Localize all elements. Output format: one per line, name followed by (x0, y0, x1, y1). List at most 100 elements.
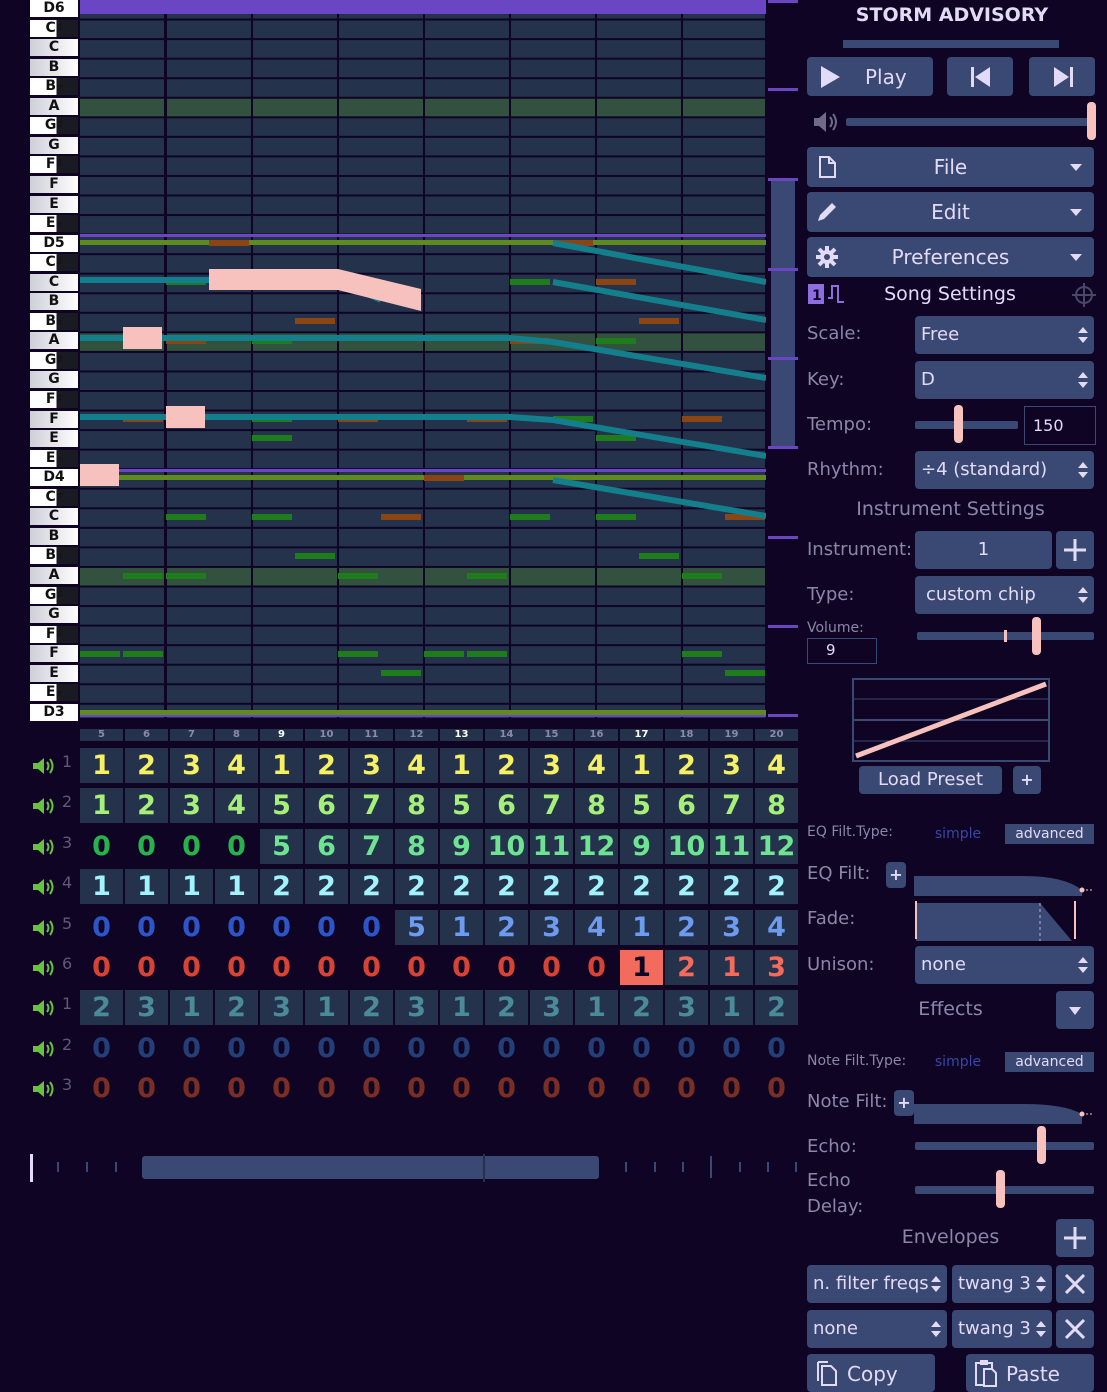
pattern-cell[interactable]: 3 (395, 990, 438, 1026)
master-volume-slider[interactable] (846, 118, 1092, 126)
channel-mute-icon[interactable] (32, 1039, 56, 1059)
pattern-cell[interactable]: 0 (497, 1073, 516, 1105)
pattern-cell[interactable]: 0 (767, 1073, 786, 1105)
pattern-cell[interactable]: 10 (665, 828, 708, 864)
pattern-cell[interactable]: 2 (485, 990, 528, 1026)
bar-number[interactable]: 14 (485, 729, 528, 741)
pattern-cell[interactable]: 4 (575, 748, 618, 783)
piano-key[interactable]: G♯ (30, 351, 78, 369)
pattern-cell[interactable]: 0 (92, 1032, 111, 1064)
volume-input[interactable]: 9 (807, 638, 877, 664)
pattern-cell[interactable]: 2 (350, 990, 393, 1026)
bar-number[interactable]: 12 (395, 729, 438, 741)
pattern-cell[interactable]: 0 (677, 1032, 696, 1064)
pattern-cell[interactable]: 5 (260, 828, 303, 864)
piano-key[interactable]: F (30, 645, 78, 663)
bar-number[interactable]: 18 (665, 729, 708, 741)
pattern-cell[interactable]: 0 (362, 1073, 381, 1105)
piano-key[interactable]: F♯ (30, 625, 78, 643)
channel-mute-icon[interactable] (32, 1079, 56, 1099)
piano-key[interactable]: G (30, 136, 78, 154)
pattern-cell[interactable]: 8 (395, 788, 438, 824)
bar-number[interactable]: 8 (215, 729, 258, 741)
pattern-cell[interactable]: 5 (440, 788, 483, 824)
pattern-cell[interactable]: 2 (755, 869, 798, 905)
pattern-cell[interactable]: 0 (632, 1073, 651, 1105)
preferences-menu[interactable]: Preferences (807, 237, 1094, 277)
pattern-cell[interactable]: 2 (485, 748, 528, 783)
add-instrument-button[interactable] (1056, 531, 1094, 569)
pattern-cell[interactable]: 0 (587, 1073, 606, 1105)
piano-key[interactable]: C (30, 39, 78, 57)
channel-mute-icon[interactable] (32, 837, 56, 857)
pattern-cell[interactable]: 0 (182, 830, 201, 862)
key-select[interactable]: D (915, 361, 1094, 399)
next-bar-button[interactable] (1029, 57, 1095, 96)
pattern-cell[interactable]: 8 (575, 788, 618, 824)
scale-select[interactable]: Free (915, 316, 1094, 354)
channel-mute-icon[interactable] (32, 756, 56, 776)
pattern-cell[interactable]: 0 (92, 911, 111, 943)
pattern-cell[interactable]: 2 (530, 869, 573, 905)
pattern-cell[interactable]: 8 (755, 788, 798, 824)
piano-key[interactable]: B♭ (30, 547, 78, 565)
custom-chip-waveform[interactable] (852, 678, 1050, 762)
pattern-cell[interactable]: 12 (755, 828, 798, 864)
pattern-cell[interactable]: 9 (440, 828, 483, 864)
pattern-cell[interactable]: 0 (272, 911, 291, 943)
pattern-cell[interactable]: 1 (170, 990, 213, 1026)
pattern-cell[interactable]: 7 (530, 788, 573, 824)
pattern-cell[interactable]: 7 (350, 788, 393, 824)
piano-key[interactable]: D5 (30, 234, 78, 252)
pattern-cell[interactable]: 1 (305, 990, 348, 1026)
pattern-cell[interactable]: 0 (497, 952, 516, 983)
octave-scrollbar[interactable] (768, 0, 800, 718)
pattern-cell[interactable]: 2 (305, 869, 348, 905)
piano-key[interactable]: D6 (30, 0, 78, 17)
bar-number[interactable]: 16 (575, 729, 618, 741)
note-filter-graph[interactable] (914, 1100, 1094, 1124)
pattern-cell[interactable]: 1 (80, 869, 123, 905)
pattern-cell[interactable]: 0 (317, 952, 336, 983)
remove-envelope-button-1[interactable] (1056, 1265, 1094, 1303)
pattern-cell[interactable]: 0 (227, 830, 246, 862)
pattern-cell[interactable]: 0 (182, 952, 201, 983)
piano-key[interactable]: B (30, 58, 78, 76)
pattern-cell[interactable]: 0 (452, 1032, 471, 1064)
note-grid[interactable] (80, 0, 766, 718)
pattern-cell[interactable]: 4 (395, 748, 438, 783)
pattern-cell[interactable]: 6 (485, 788, 528, 824)
pattern-cell[interactable]: 2 (485, 869, 528, 905)
pattern-cell[interactable]: 2 (125, 788, 168, 824)
pattern-cell[interactable]: 11 (710, 828, 753, 864)
piano-key[interactable]: F♯ (30, 156, 78, 174)
pattern-cell[interactable]: 9 (620, 828, 663, 864)
envelope-target-select-1[interactable]: n. filter freqs (807, 1265, 947, 1303)
pattern-cell[interactable]: 1 (215, 869, 258, 905)
pattern-cell[interactable]: 6 (665, 788, 708, 824)
pattern-cell[interactable]: 2 (620, 869, 663, 905)
piano-key[interactable]: D3 (30, 703, 78, 721)
pattern-cell[interactable]: 0 (632, 1032, 651, 1064)
pattern-cell[interactable]: 0 (542, 952, 561, 983)
timeline-scroll-thumb[interactable] (142, 1156, 599, 1179)
piano-key[interactable]: C♯ (30, 488, 78, 506)
piano-key[interactable]: A (30, 97, 78, 115)
piano-key[interactable]: G (30, 606, 78, 624)
piano-key[interactable]: C♯ (30, 254, 78, 272)
note-filter-advanced-toggle[interactable]: advanced (1005, 1052, 1094, 1072)
piano-key[interactable]: E♭ (30, 449, 78, 467)
pattern-cell[interactable]: 0 (362, 911, 381, 943)
piano-key[interactable]: G (30, 371, 78, 389)
pattern-cell[interactable]: 3 (755, 950, 798, 985)
pattern-cell[interactable]: 0 (407, 952, 426, 983)
pattern-cell[interactable]: 0 (317, 1032, 336, 1064)
pattern-cell[interactable]: 5 (395, 909, 438, 945)
pattern-cell[interactable]: 2 (620, 990, 663, 1026)
echo-slider-thumb[interactable] (1037, 1126, 1046, 1164)
piano-key[interactable]: G♯ (30, 586, 78, 604)
pattern-cell[interactable]: 2 (125, 748, 168, 783)
pattern-cell[interactable]: 0 (317, 1073, 336, 1105)
eq-filter-graph[interactable] (914, 872, 1094, 896)
fade-envelope-graph[interactable] (914, 899, 1078, 941)
